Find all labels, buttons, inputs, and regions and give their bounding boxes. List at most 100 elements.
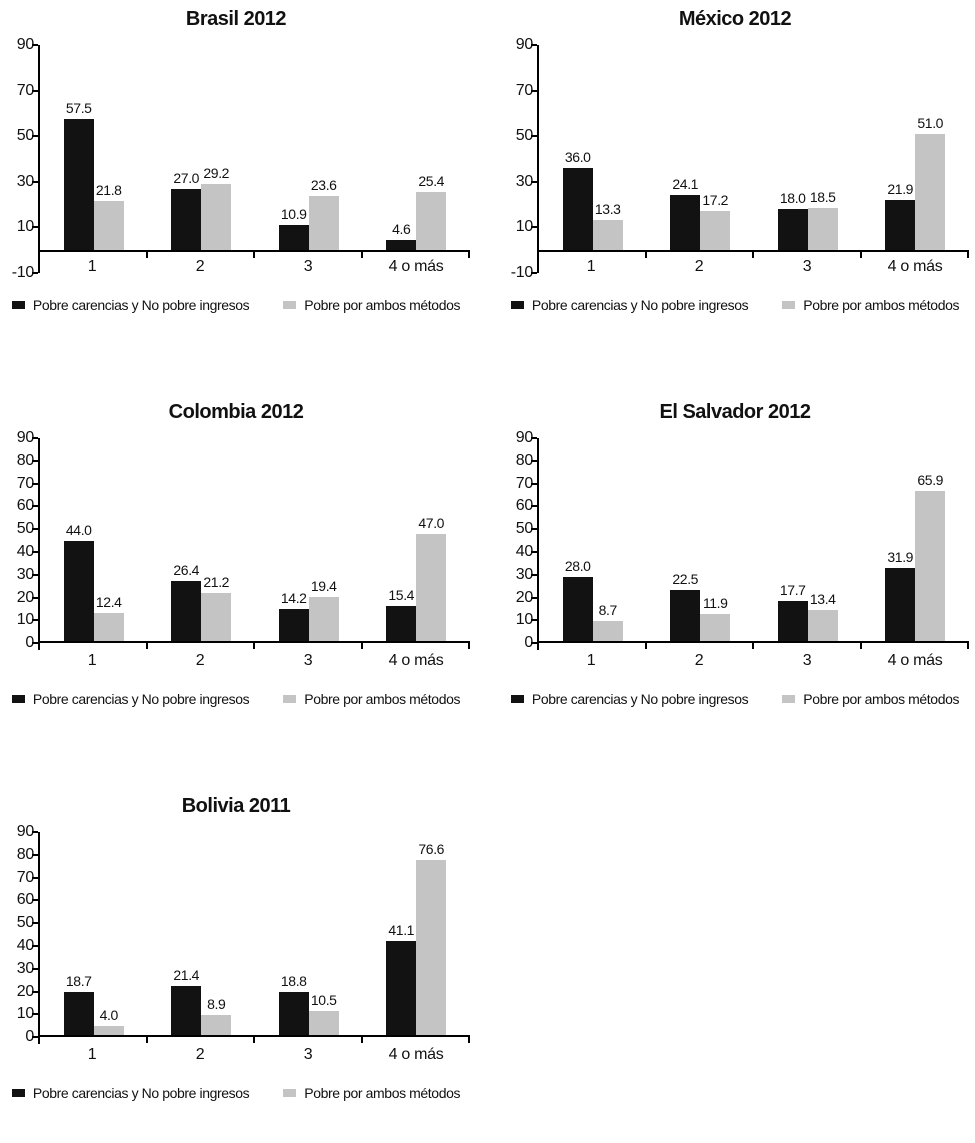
x-axis-line [40,641,470,643]
y-tick-mark [32,551,38,553]
y-tick-mark [531,437,537,439]
bar-s1-c1 [63,992,94,1035]
y-tick-label: 0 [25,634,34,652]
bar-value-label: 11.9 [702,594,728,611]
x-labels: 1 2 3 4 o más [38,1045,470,1065]
legend-label-series2: Pobre por ambos métodos [304,1085,461,1101]
y-tick-label: 50 [515,127,534,145]
y-tick-mark [531,642,537,645]
y-tick-mark [32,831,38,833]
x-labels: 1 2 3 4 o más [537,257,969,277]
bar-value-label: 29.2 [203,164,230,181]
y-tick-label: 90 [16,36,35,53]
y-tick-mark [32,876,38,879]
chart-body: 90 80 70 60 50 40 30 20 10 0 18.7 4.0 21.4 8.9 18.8 10.… [2,823,470,1045]
y-tick-mark [32,642,38,645]
y-tick-label: 70 [16,81,35,99]
charts-row-3: Bolivia 2011 90 80 70 60 50 40 30 20 10 0 18.7 4.0 21… [2,795,969,1101]
y-tick-mark [531,44,537,46]
chart-title: Colombia 2012 [168,401,304,423]
x-tick-mark [752,252,754,259]
x-axis-line [40,250,470,253]
bar-s1-c3 [777,209,808,251]
x-tick-mark [644,252,647,259]
y-tick-label: -10 [510,264,534,281]
y-tick-label: 30 [16,172,35,190]
y-tick-mark [531,482,537,485]
x-tick-mark [967,643,969,649]
y-tick-mark [32,922,38,925]
chart-body: 90 70 50 30 10 -10 36.0 13.3 24.1 17.2 18.0 18.5 21.… [501,36,969,281]
y-tick-label: -10 [11,264,35,281]
x-category-label: 3 [802,258,812,275]
legend-label-series2: Pobre por ambos métodos [304,691,461,707]
y-tick-label: 80 [515,451,534,469]
y-tick-label: 80 [16,845,35,863]
bar-value-label: 44.0 [65,521,92,538]
bar-s1-c3 [278,225,309,251]
y-tick-label: 60 [515,497,534,515]
bar-value-label: 47.0 [418,514,445,531]
bar-s2-c4 [416,533,447,641]
x-category-label: 2 [195,258,205,275]
x-tick-mark [468,1037,470,1043]
bar-s2-c3 [308,196,339,251]
y-tick-mark [32,596,38,599]
legend-label-series2: Pobre por ambos métodos [304,297,461,313]
legend-label-series1: Pobre carencias y No pobre ingresos [32,691,250,707]
y-tick-mark [32,180,38,183]
y-tick-label: 40 [16,937,35,954]
legend-label-series1: Pobre carencias y No pobre ingresos [531,297,749,313]
bar-s2-c2 [201,592,232,641]
x-tick-mark [145,252,148,259]
empty-cell [501,795,969,1101]
bar-value-label: 17.7 [779,581,806,598]
legend-label-series2: Pobre por ambos métodos [803,691,960,707]
bar-value-label: 21.2 [203,573,230,590]
plot-area: 28.0 8.7 22.5 11.9 17.7 13.4 31.9 65.9 [531,437,969,650]
bar-value-label: 24.1 [672,176,699,193]
legend-item-series1: Pobre carencias y No pobre ingresos [11,1085,250,1101]
y-tick-mark [531,459,537,462]
bar-s2-c2 [700,613,731,641]
y-tick-label: 30 [16,565,35,583]
legend-item-series1: Pobre carencias y No pobre ingresos [11,297,250,313]
y-axis: 90 80 70 60 50 40 30 20 10 0 [501,429,537,651]
y-tick-label: 10 [16,1005,35,1023]
bar-s2-c4 [416,860,447,1035]
y-axis: 90 70 50 30 10 -10 [2,36,38,281]
y-tick-mark [531,551,537,553]
bar-value-label: 36.0 [564,149,591,166]
bar-s1-c3 [278,992,309,1035]
bar-s1-c3 [777,600,808,641]
x-category-label: 1 [87,258,97,275]
bar-value-label: 14.2 [280,589,307,606]
x-category-label: 1 [586,652,596,669]
bar-value-label: 12.4 [95,593,122,610]
y-tick-label: 90 [515,36,534,53]
chart-title: México 2012 [678,8,792,30]
bar-s2-c3 [308,1011,339,1035]
bar-value-label: 26.4 [173,561,200,578]
legend-swatch-series2 [283,695,297,703]
chart-body: 90 80 70 60 50 40 30 20 10 0 28.0 8.7 22.5 11.9 17.7 13… [501,429,969,651]
y-tick-label: 30 [515,565,534,583]
y-tick-label: 60 [16,891,35,909]
legend-swatch-series1 [510,695,524,703]
y-tick-mark [32,44,38,46]
legend: Pobre carencias y No pobre ingresos Pobre… [2,1085,470,1101]
legend-swatch-series1 [11,301,25,309]
legend-label-series2: Pobre por ambos métodos [803,297,960,313]
x-category-label: 1 [87,1046,97,1063]
bar-s2-c2 [201,1014,232,1035]
y-tick-mark [32,89,38,92]
x-labels: 1 2 3 4 o más [38,257,470,277]
x-tick-mark [644,643,647,649]
legend-label-series1: Pobre carencias y No pobre ingresos [32,1085,250,1101]
x-category-label: 1 [87,652,97,669]
charts-row-1: Brasil 2012 90 70 50 30 10 -10 57.5 21.8 27.0 29.2… [2,8,969,313]
y-tick-mark [32,437,38,439]
chart-mexico-2012: México 2012 90 70 50 30 10 -10 36.0 13.3 24.1 17.2… [501,8,969,313]
bar-value-label: 23.6 [310,177,337,194]
bar-s2-c4 [915,133,946,251]
